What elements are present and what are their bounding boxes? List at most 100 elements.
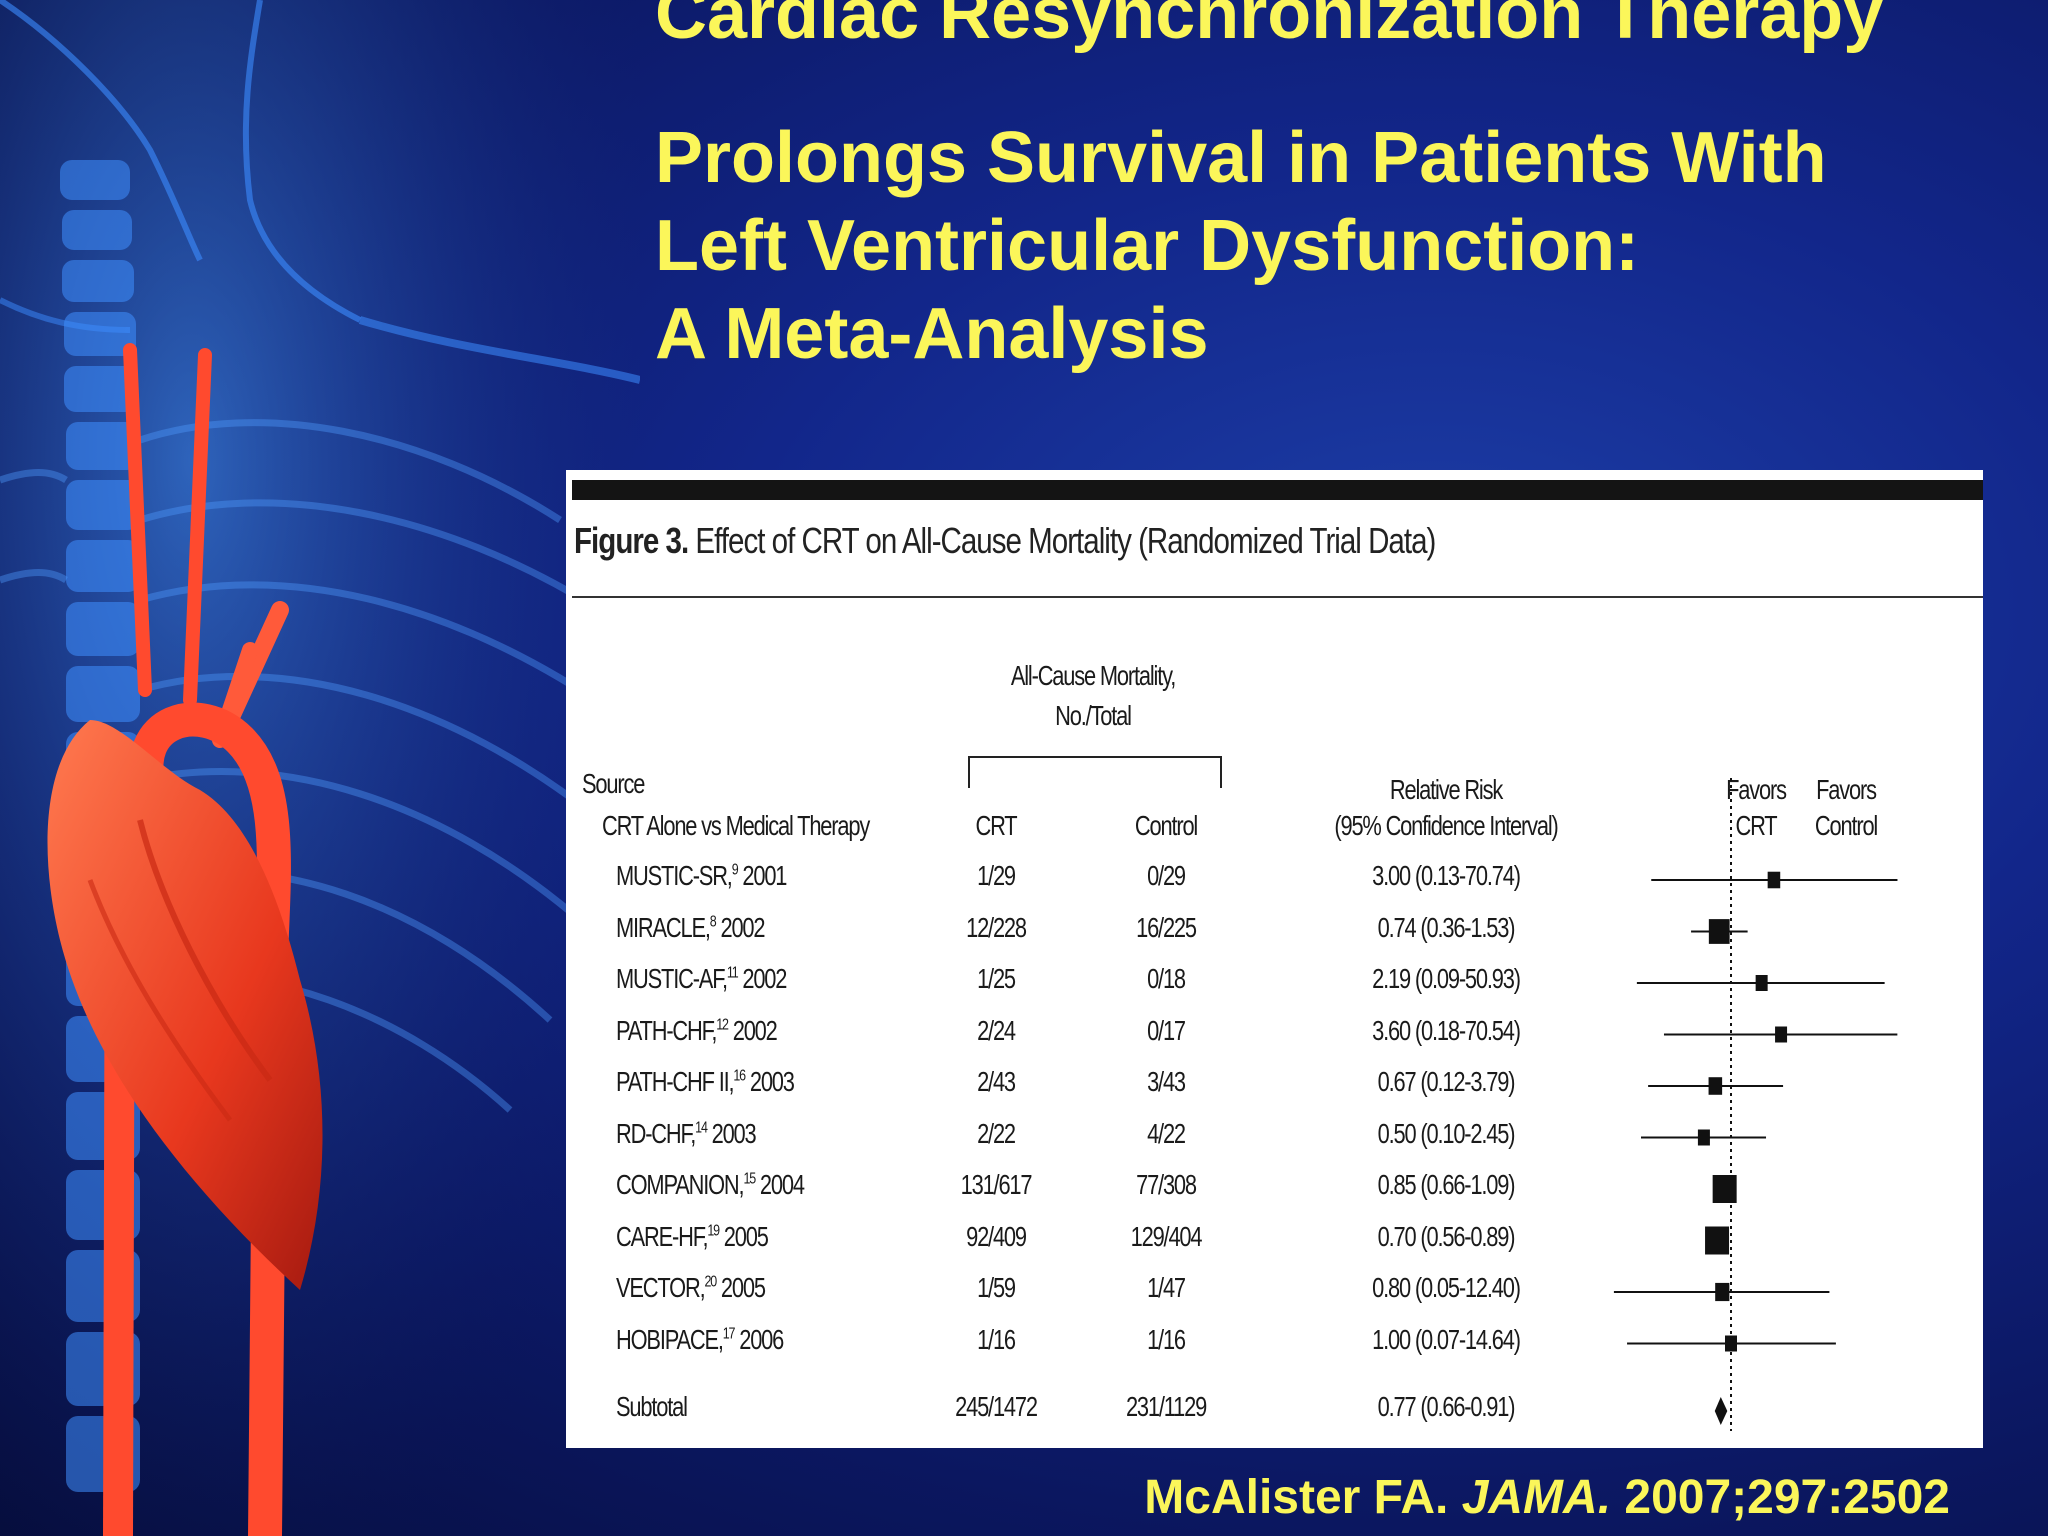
crt-events: 1/29 [977,860,1016,891]
study-source: PATH-CHF II,16 2003 [616,1066,795,1097]
figure-caption-text: Effect of CRT on All-Cause Mortality (Ra… [695,520,1436,561]
study-source: MUSTIC-AF,11 2002 [616,963,787,994]
reference-superscript: 19 [707,1222,720,1240]
crt-events: 2/22 [977,1117,1016,1149]
crt-events: 1/25 [977,963,1016,994]
relative-risk-ci: 3.60 (0.18-70.54) [1372,1014,1521,1046]
relative-risk-ci: 0.70 (0.56-0.89) [1377,1220,1516,1252]
control-events: 0/29 [1147,860,1186,891]
citation-author: McAlister FA. [1144,1471,1449,1524]
point-estimate-box [1775,1026,1788,1043]
favors-crt-label-1: Favors [1726,774,1787,805]
subtotal-diamond [1714,1397,1728,1425]
relative-risk-ci: 0.67 (0.12-3.79) [1377,1066,1516,1097]
reference-superscript: 15 [743,1170,756,1188]
anatomy-illustration [0,0,640,1536]
reference-superscript: 11 [726,964,739,982]
crt-events: 2/24 [977,1014,1016,1046]
title-line-3: Left Ventricular Dysfunction: [655,206,1640,286]
control-events: 4/22 [1147,1117,1186,1149]
relative-risk-ci: 0.85 (0.66-1.09) [1377,1169,1516,1200]
point-estimate-box [1725,1335,1737,1352]
point-estimate-box [1708,1077,1723,1095]
relative-risk-ci: 1.00 (0.07-14.64) [1372,1323,1521,1355]
point-estimate-box [1708,919,1730,944]
crt-events: 1/59 [977,1272,1016,1303]
figure-caption: Figure 3. Effect of CRT on All-Cause Mor… [574,520,1436,562]
point-estimate-box [1705,1226,1730,1255]
point-estimate-box [1712,1175,1737,1203]
subtotal-label: Subtotal [616,1391,688,1422]
forest-row-mark-2 [1636,975,1885,991]
col-source-header: Source [582,768,645,799]
study-source: MIRACLE,8 2002 [616,911,766,943]
title-line-1: Cardiac Resynchronization Therapy [655,0,1884,54]
figure-label: Figure 3. [574,520,689,561]
favors-crt-label-2: CRT [1735,810,1778,841]
group-header-line-2: No./Total [1055,700,1132,731]
control-events: 0/18 [1147,963,1186,994]
crt-events: 12/228 [966,911,1027,943]
forest-row-mark-8 [1613,1282,1830,1302]
study-source: RD-CHF,14 2003 [616,1117,757,1149]
reference-superscript: 8 [709,913,717,931]
crt-events: 131/617 [960,1169,1033,1200]
citation-journal: JAMA. [1461,1471,1612,1524]
group-header-line-1: All-Cause Mortality, [1010,660,1176,691]
forest-plot-figure: Figure 3. Effect of CRT on All-Cause Mor… [566,470,1983,1448]
pooled-estimate-diamond [1714,1397,1728,1425]
forest-row-mark-5 [1641,1129,1767,1146]
control-events: 77/308 [1136,1169,1197,1200]
relative-risk-ci: 0.50 (0.10-2.45) [1377,1117,1516,1149]
subgroup-label: CRT Alone vs Medical Therapy [602,810,870,841]
reference-superscript: 9 [731,861,739,879]
control-events: 129/404 [1130,1220,1203,1252]
study-source: PATH-CHF,12 2002 [616,1014,778,1046]
relative-risk-ci: 0.80 (0.05-12.40) [1372,1272,1521,1303]
col-rr-header-2: (95% Confidence Interval) [1334,810,1558,841]
subtotal-crt-events: 245/1472 [955,1391,1038,1422]
forest-plot-marks [1613,778,1898,1431]
favors-control-label-2: Control [1814,810,1878,841]
reference-superscript: 17 [722,1325,736,1343]
forest-row-mark-0 [1651,871,1898,889]
forest-row-mark-9 [1627,1335,1836,1352]
crt-events: 1/16 [977,1323,1016,1355]
subtotal-control-events: 231/1129 [1125,1391,1207,1422]
group-header-bracket [968,756,1222,788]
control-events: 1/16 [1147,1323,1186,1355]
point-estimate-box [1755,975,1768,991]
study-source: MUSTIC-SR,9 2001 [616,860,787,891]
title-line-2: Prolongs Survival in Patients With [655,118,1827,198]
study-source: VECTOR,20 2005 [616,1272,766,1303]
study-source: CARE-HF,19 2005 [616,1220,769,1252]
title-line-4: A Meta-Analysis [655,294,1209,374]
relative-risk-ci: 3.00 (0.13-70.74) [1372,860,1521,891]
forest-row-mark-7 [1705,1226,1730,1255]
forest-row-mark-4 [1648,1077,1784,1095]
reference-superscript: 20 [704,1273,717,1291]
reference-superscript: 12 [716,1016,729,1034]
reference-superscript: 14 [695,1119,708,1137]
control-events: 3/43 [1147,1066,1186,1097]
control-events: 1/47 [1147,1272,1186,1303]
relative-risk-ci: 2.19 (0.09-50.93) [1372,963,1521,994]
citation-ref: 2007;297:2502 [1624,1471,1950,1524]
point-estimate-box [1697,1129,1710,1146]
study-source: HOBIPACE,17 2006 [616,1323,784,1355]
forest-row-mark-3 [1663,1026,1898,1043]
study-source: COMPANION,15 2004 [616,1169,805,1200]
col-rr-header-1: Relative Risk [1389,774,1503,805]
figure-top-bar [572,480,1983,500]
forest-row-mark-1 [1691,919,1748,944]
control-events: 0/17 [1147,1014,1186,1046]
caption-divider [572,596,1983,598]
col-crt-header: CRT [975,810,1018,841]
col-control-header: Control [1134,810,1198,841]
subtotal-relative-risk-ci: 0.77 (0.66-0.91) [1377,1391,1516,1422]
citation: McAlister FA. JAMA. 2007;297:2502 [1144,1470,1950,1525]
forest-row-mark-6 [1712,1175,1737,1203]
point-estimate-box [1715,1282,1730,1302]
crt-events: 2/43 [977,1066,1016,1097]
relative-risk-ci: 0.74 (0.36-1.53) [1377,911,1516,943]
